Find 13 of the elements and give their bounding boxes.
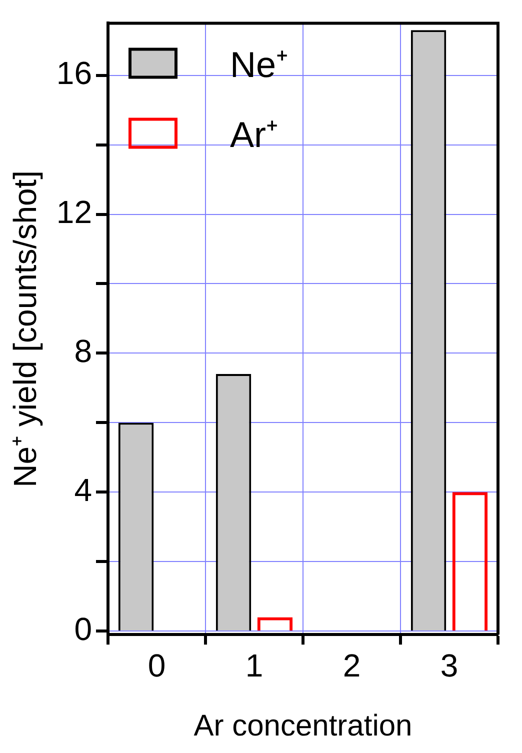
y-axis-title: Ne⁺ yield [counts/shot]: [7, 170, 44, 488]
y-tick-label: 0: [74, 610, 92, 647]
x-tick-label: 0: [148, 648, 166, 684]
x-tick-label: 3: [440, 648, 458, 684]
y-tick-label: 16: [56, 55, 92, 92]
y-tick-label: 4: [74, 472, 92, 508]
y-tick-label: 8: [74, 333, 92, 370]
x-tick-label: 1: [245, 648, 264, 684]
legend-label: Ar⁺: [230, 114, 278, 156]
y-tick-label: 12: [56, 194, 92, 230]
x-tick-label: 2: [342, 648, 361, 684]
x-axis-title: Ar concentration: [194, 709, 412, 742]
legend-label: Ne⁺: [230, 44, 288, 86]
